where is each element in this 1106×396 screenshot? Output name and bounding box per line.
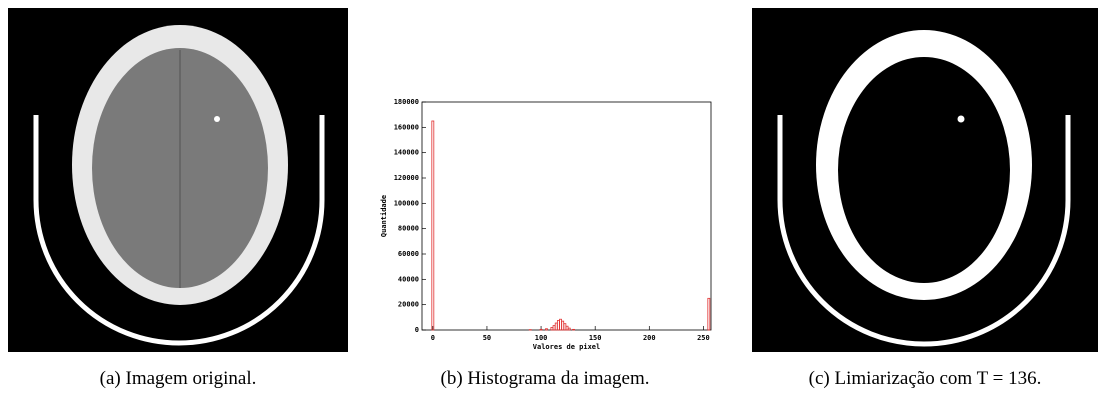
bar	[551, 327, 553, 330]
bar	[566, 326, 568, 330]
y-tick-label: 120000	[394, 174, 419, 182]
bar	[555, 323, 557, 330]
caption: (a) Imagem original.	[100, 368, 257, 389]
y-tick-label: 140000	[394, 149, 419, 157]
bar	[573, 329, 575, 330]
bar	[545, 329, 547, 330]
x-axis-label: Valores de pixel	[533, 343, 600, 351]
y-tick-label: 80000	[398, 225, 419, 233]
bar	[560, 319, 562, 330]
y-tick-label: 20000	[398, 301, 419, 309]
y-tick-label: 60000	[398, 250, 419, 258]
bar	[708, 298, 710, 330]
x-tick-label: 50	[483, 334, 491, 342]
y-axis-label: Quantidade	[380, 195, 388, 237]
caption: (c) Limiarização com T = 136.	[809, 368, 1042, 389]
y-tick-label: 40000	[398, 275, 419, 283]
x-tick-label: 0	[431, 334, 435, 342]
x-tick-label: 200	[643, 334, 656, 342]
bar	[562, 321, 564, 330]
y-tick-label: 180000	[394, 98, 419, 106]
x-tick-label: 100	[535, 334, 548, 342]
bar	[553, 326, 555, 330]
bar	[432, 121, 434, 330]
threshold-image	[752, 8, 1098, 352]
y-tick-label: 0	[415, 326, 419, 334]
x-tick-label: 150	[589, 334, 602, 342]
bar	[564, 324, 566, 330]
y-tick-label: 100000	[394, 199, 419, 207]
bar	[557, 321, 559, 331]
caption: (b) Histograma da imagem.	[441, 368, 650, 389]
bar	[540, 329, 542, 330]
original-image	[8, 8, 348, 352]
x-tick-label: 250	[697, 334, 710, 342]
y-tick-label: 160000	[394, 123, 419, 131]
histogram: 0 20000 40000 60000 80000 100000 120000 140000 1…	[380, 98, 711, 351]
figure: 0 20000 40000 60000 80000 100000 120000 140000 1…	[0, 0, 1106, 396]
bar	[568, 328, 570, 330]
